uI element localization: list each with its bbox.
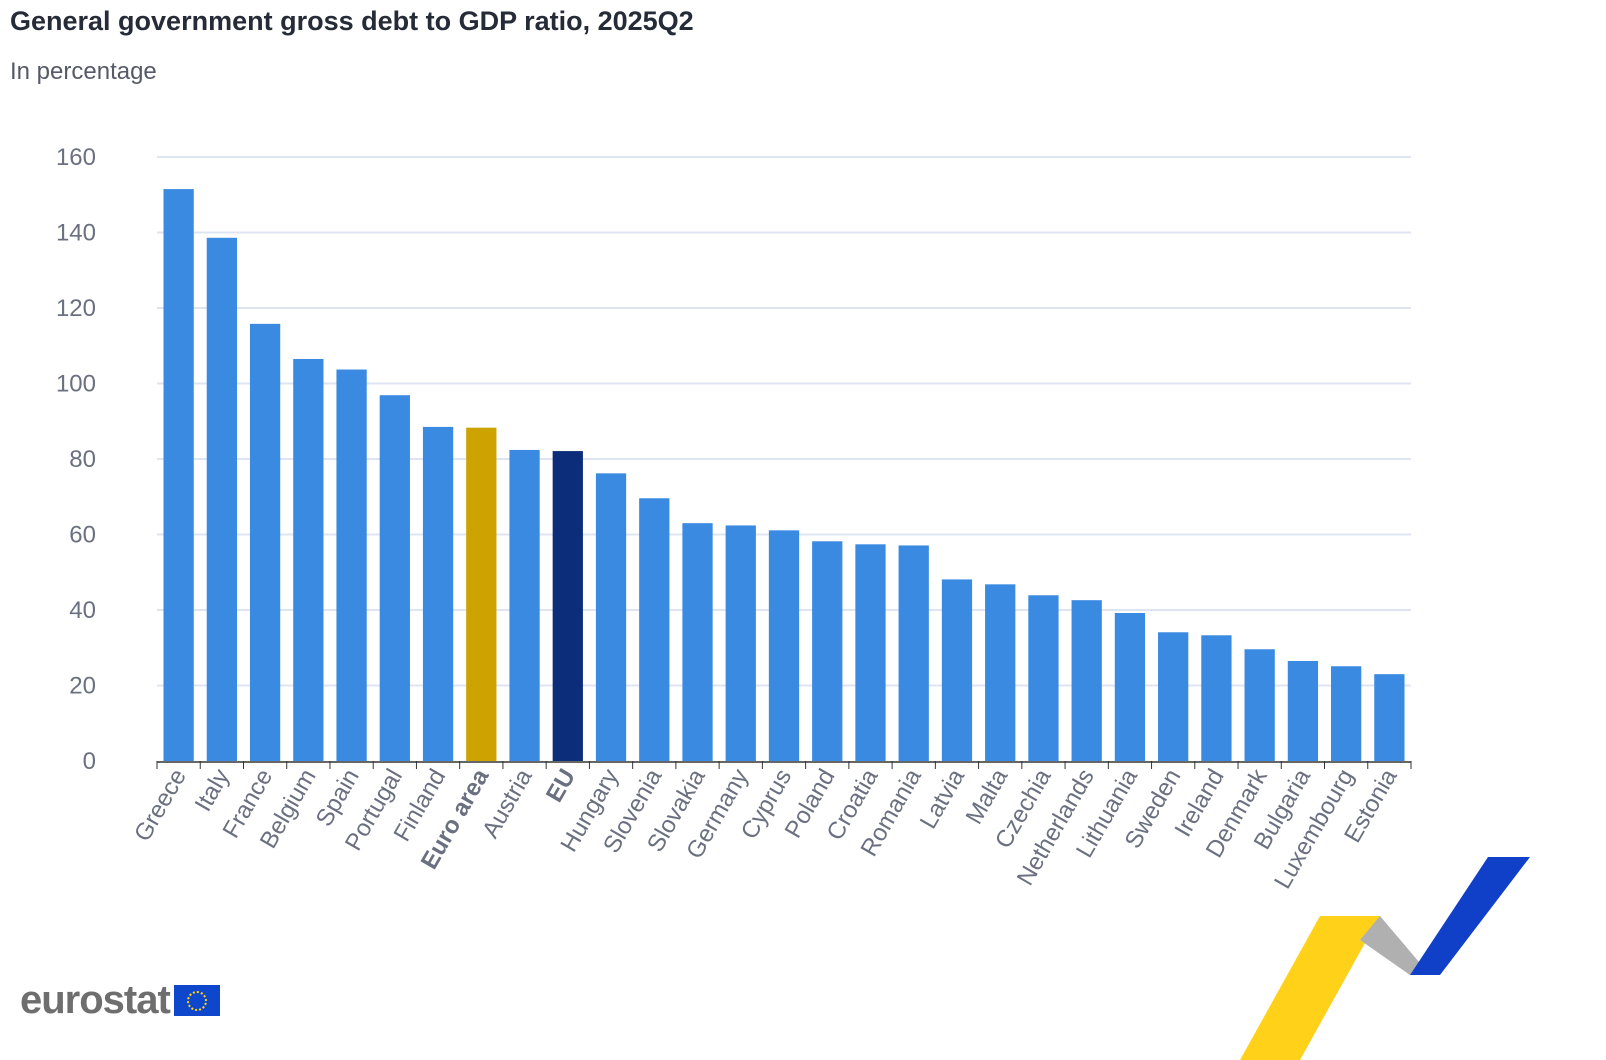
x-tick-label: Italy bbox=[190, 765, 235, 817]
bar-finland[interactable] bbox=[422, 426, 454, 761]
y-tick-label: 80 bbox=[69, 446, 96, 473]
bar-bulgaria[interactable] bbox=[1287, 660, 1319, 761]
bar-greece[interactable] bbox=[163, 189, 194, 761]
bar-lithuania[interactable] bbox=[1114, 613, 1146, 761]
bar-estonia[interactable] bbox=[1374, 674, 1405, 761]
x-tick-label: Latvia bbox=[915, 764, 971, 834]
logo-text: eurostat bbox=[20, 978, 171, 1022]
bar-latvia[interactable] bbox=[941, 579, 973, 761]
bar-italy[interactable] bbox=[206, 237, 237, 761]
bar-slovenia[interactable] bbox=[639, 498, 670, 761]
bar-malta[interactable] bbox=[985, 584, 1016, 761]
y-tick-label: 120 bbox=[56, 295, 96, 322]
eurostat-logo: eurostat bbox=[20, 978, 220, 1023]
bar-austria[interactable] bbox=[509, 449, 540, 761]
chart-subtitle: In percentage bbox=[10, 58, 157, 85]
eurostat-decoration bbox=[1240, 857, 1530, 1060]
bar-luxembourg[interactable] bbox=[1331, 666, 1362, 761]
bar-slovakia[interactable] bbox=[682, 523, 713, 761]
bar-spain[interactable] bbox=[336, 369, 367, 761]
y-tick-label: 40 bbox=[69, 597, 96, 624]
bar-poland[interactable] bbox=[812, 541, 843, 761]
bar-czechia[interactable] bbox=[1028, 595, 1059, 761]
y-tick-label: 160 bbox=[56, 144, 96, 171]
bar-portugal[interactable] bbox=[379, 395, 410, 761]
bar-croatia[interactable] bbox=[855, 544, 886, 761]
bar-cyprus[interactable] bbox=[768, 530, 800, 761]
bar-ireland[interactable] bbox=[1201, 635, 1232, 761]
bar-denmark[interactable] bbox=[1244, 649, 1275, 761]
x-tick-label: EU bbox=[541, 765, 581, 807]
eu-flag-icon bbox=[173, 985, 220, 1016]
y-tick-label: 140 bbox=[56, 220, 96, 247]
bar-hungary[interactable] bbox=[595, 473, 627, 761]
chart-title: General government gross debt to GDP rat… bbox=[10, 6, 694, 36]
y-tick-label: 0 bbox=[83, 748, 96, 775]
x-tick-label: Greece bbox=[129, 765, 192, 847]
bar-france[interactable] bbox=[249, 323, 281, 761]
y-tick-label: 60 bbox=[69, 522, 96, 549]
bar-sweden[interactable] bbox=[1158, 632, 1189, 761]
bar-eu[interactable] bbox=[552, 451, 583, 761]
bar-romania[interactable] bbox=[898, 545, 929, 761]
bar-netherlands[interactable] bbox=[1071, 600, 1102, 761]
bar-euro-area[interactable] bbox=[466, 427, 497, 761]
y-tick-label: 100 bbox=[56, 371, 96, 398]
y-tick-label: 20 bbox=[69, 673, 96, 700]
bar-germany[interactable] bbox=[725, 525, 756, 761]
bar-belgium[interactable] bbox=[293, 358, 324, 761]
